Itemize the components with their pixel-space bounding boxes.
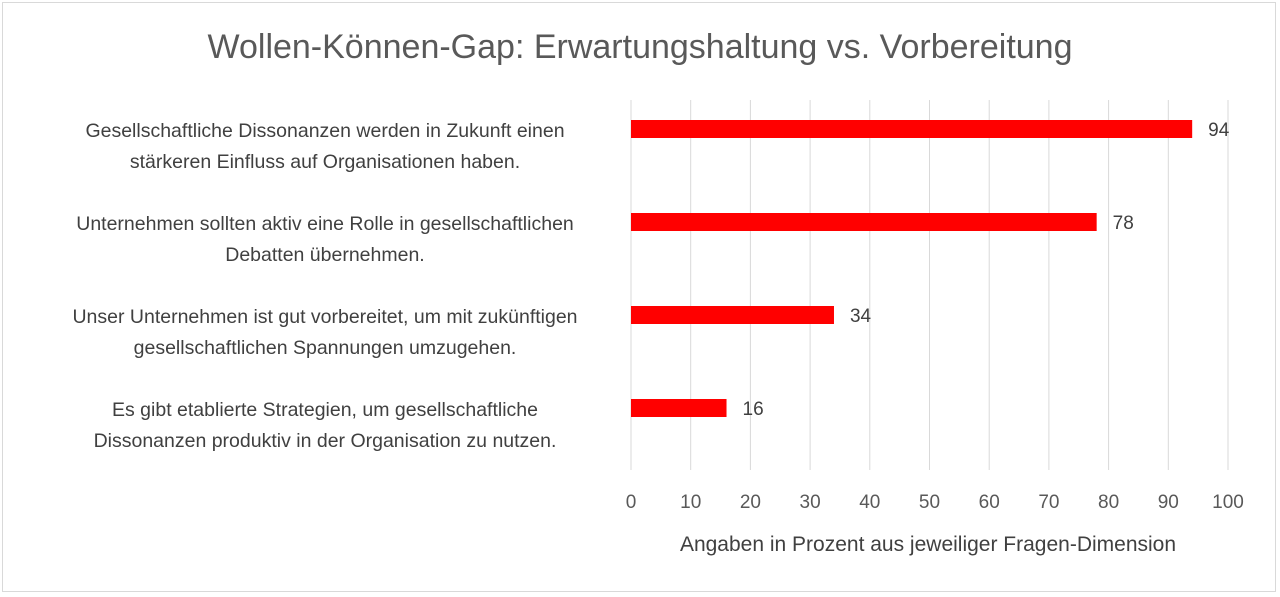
data-label: 16 — [743, 399, 764, 420]
bars: 94 78 34 16 — [631, 120, 1230, 420]
bar — [631, 120, 1193, 138]
data-label: 34 — [850, 306, 872, 327]
category-label: Unternehmen sollten aktiv eine Rolle in … — [76, 213, 574, 235]
category-label: Gesellschaftliche Dissonanzen werden in … — [85, 120, 564, 142]
bar — [631, 306, 834, 324]
category-labels: Gesellschaftliche Dissonanzen werden in … — [72, 120, 577, 452]
x-tick-label: 0 — [626, 492, 637, 513]
x-axis-ticks: 0 10 20 30 40 50 60 70 80 90 100 — [626, 492, 1244, 513]
category-label: Dissonanzen produktiv in der Organisatio… — [94, 430, 557, 452]
x-tick-label: 20 — [740, 492, 761, 513]
x-tick-label: 80 — [1098, 492, 1119, 513]
data-label: 78 — [1113, 213, 1134, 234]
category-label: Es gibt etablierte Strategien, um gesell… — [112, 399, 538, 421]
x-tick-label: 30 — [800, 492, 821, 513]
bar — [631, 399, 727, 417]
x-tick-label: 60 — [979, 492, 1000, 513]
category-label: Debatten übernehmen. — [225, 244, 424, 266]
category-label: gesellschaftlichen Spannungen umzugehen. — [134, 337, 517, 359]
chart-title: Wollen-Können-Gap: Erwartungshaltung vs.… — [208, 28, 1073, 66]
data-label: 94 — [1208, 120, 1230, 141]
x-tick-label: 100 — [1212, 492, 1244, 513]
x-axis-title: Angaben in Prozent aus jeweiliger Fragen… — [680, 533, 1176, 556]
x-tick-label: 10 — [680, 492, 701, 513]
x-tick-label: 90 — [1158, 492, 1179, 513]
category-label: Unser Unternehmen ist gut vorbereitet, u… — [72, 306, 577, 328]
category-label: stärkeren Einfluss auf Organisationen ha… — [130, 151, 520, 173]
bar — [631, 213, 1097, 231]
x-tick-label: 40 — [859, 492, 880, 513]
x-tick-label: 50 — [919, 492, 940, 513]
x-tick-label: 70 — [1038, 492, 1059, 513]
